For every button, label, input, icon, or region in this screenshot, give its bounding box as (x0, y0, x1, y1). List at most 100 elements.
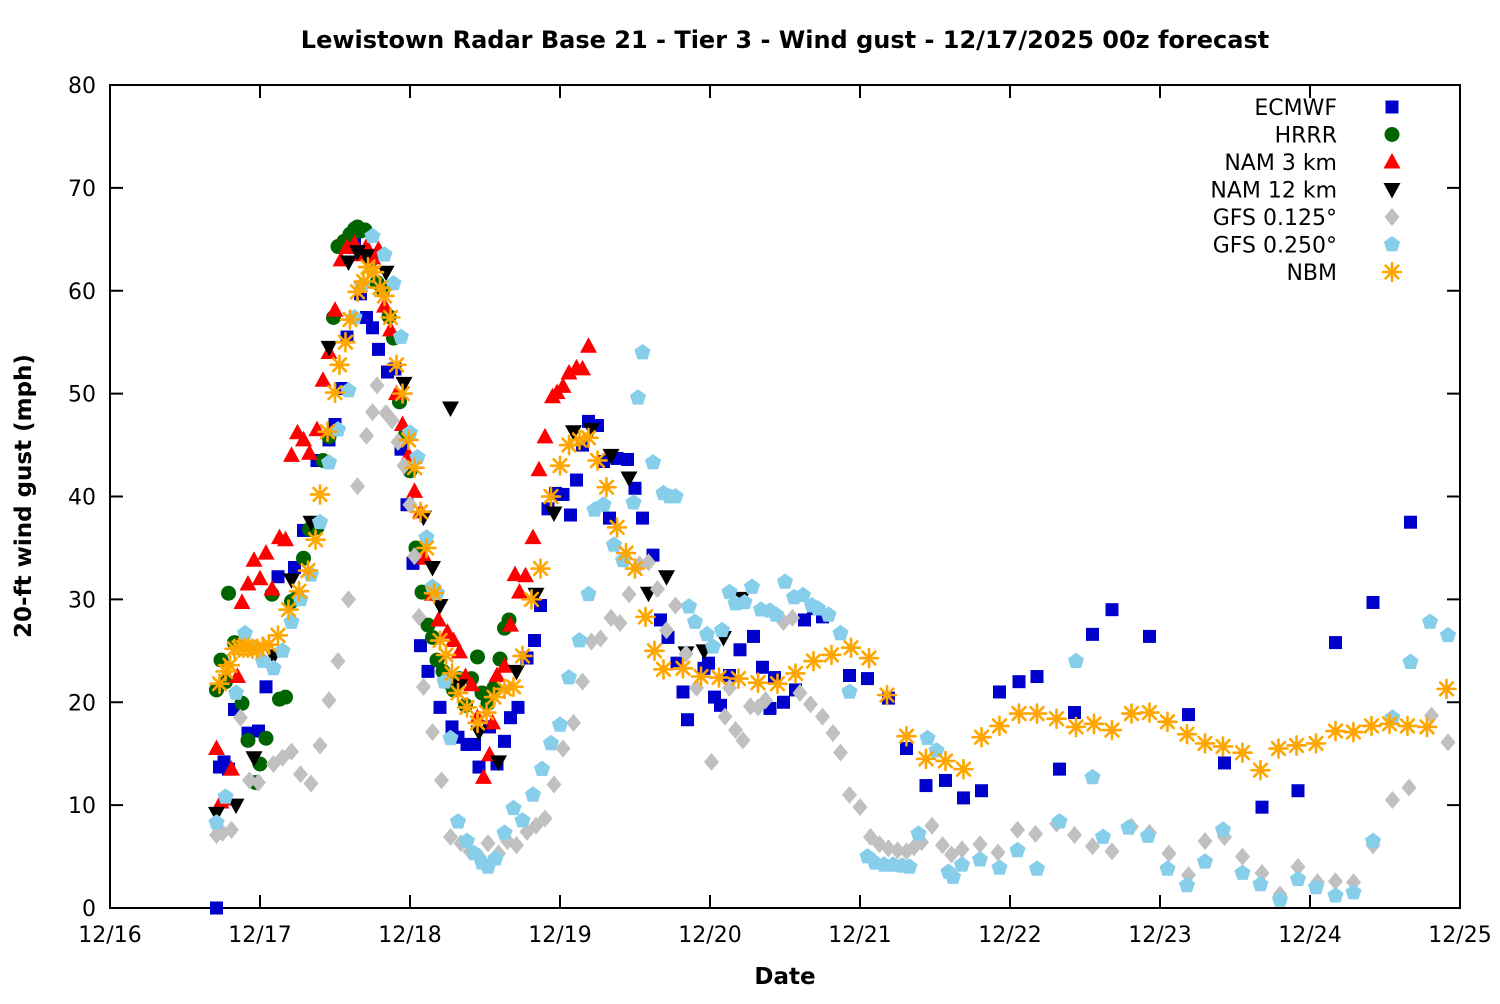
data-point (1385, 100, 1399, 114)
data-point (517, 566, 534, 583)
data-point (425, 723, 440, 742)
data-point (1232, 742, 1253, 763)
data-point (386, 354, 407, 376)
data-point (1046, 708, 1067, 730)
data-point (841, 683, 858, 699)
data-point (259, 680, 273, 694)
y-tick-label: 80 (68, 74, 96, 99)
data-point (1366, 595, 1380, 609)
data-point (821, 644, 842, 666)
data-point (223, 760, 240, 776)
data-point (1234, 864, 1251, 880)
data-point (915, 748, 937, 770)
data-point (551, 716, 569, 732)
legend-item-hrrr: HRRR (1275, 124, 1400, 149)
data-point (910, 825, 927, 841)
data-point (1083, 713, 1105, 735)
data-point (442, 401, 459, 418)
data-point (340, 255, 357, 271)
data-point (1271, 891, 1289, 907)
data-point (1268, 738, 1289, 759)
legend-label: GFS 0.125° (1213, 206, 1337, 231)
data-point (876, 684, 898, 706)
data-point (628, 481, 642, 495)
data-point (1161, 844, 1177, 863)
data-point (803, 650, 824, 672)
data-point (496, 824, 513, 840)
data-point (776, 573, 794, 589)
data-point (975, 784, 988, 798)
data-point (1397, 715, 1418, 737)
data-point (1218, 756, 1231, 770)
data-point (1121, 703, 1142, 724)
data-point (404, 457, 425, 478)
data-point (635, 606, 656, 628)
data-point (458, 832, 476, 848)
data-point (402, 495, 418, 514)
data-point (366, 321, 379, 335)
data-point (476, 702, 497, 723)
data-point (409, 448, 426, 465)
data-point (1252, 875, 1269, 892)
data-point (329, 354, 350, 376)
data-point (1197, 832, 1213, 851)
data-point (1143, 629, 1156, 643)
data-point (245, 751, 263, 767)
data-point (721, 583, 738, 600)
data-point (1291, 784, 1305, 798)
x-tick-label: 12/23 (1128, 923, 1191, 948)
data-point (1196, 853, 1214, 869)
data-point (335, 331, 356, 353)
data-point (767, 606, 785, 622)
data-point (924, 816, 940, 835)
y-axis-title: 20-ft wind gust (mph) (11, 354, 37, 638)
data-point (227, 684, 245, 700)
data-point (785, 608, 800, 627)
data-point (555, 739, 571, 758)
data-point (575, 672, 590, 691)
data-point (239, 574, 257, 591)
legend-item-gfs-0-125: GFS 0.125° (1213, 206, 1400, 231)
data-point (972, 835, 988, 854)
data-point (667, 488, 684, 504)
data-point (540, 486, 562, 507)
series-nbm (209, 256, 1457, 781)
data-point (1105, 603, 1119, 617)
legend-item-ecmwf: ECMWF (1254, 96, 1399, 121)
data-point (208, 739, 225, 756)
data-point (644, 454, 662, 470)
data-point (406, 482, 423, 498)
data-point (593, 629, 608, 648)
data-point (1104, 842, 1120, 861)
data-point (1329, 636, 1342, 650)
data-point (698, 625, 716, 642)
data-point (487, 850, 504, 866)
data-point (284, 742, 299, 761)
data-point (502, 616, 519, 632)
data-point (382, 320, 399, 337)
data-point (398, 429, 419, 451)
data-point (901, 858, 918, 874)
series-nam-12-km (208, 245, 750, 823)
data-point (1328, 872, 1343, 891)
x-tick-label: 12/21 (828, 923, 891, 948)
data-point (840, 637, 862, 659)
data-point (221, 585, 236, 601)
data-point (1084, 768, 1101, 785)
data-point (564, 508, 577, 522)
data-point (935, 836, 950, 855)
data-point (1305, 733, 1327, 754)
data-point (1440, 733, 1456, 752)
data-point (747, 629, 760, 643)
data-point (621, 585, 637, 604)
legend-item-nbm: NBM (1286, 261, 1403, 286)
data-point (1026, 703, 1048, 724)
data-point (431, 599, 449, 615)
data-point (330, 652, 346, 671)
data-point (528, 816, 544, 835)
x-tick-label: 12/17 (228, 923, 291, 948)
data-point (233, 593, 251, 609)
data-point (301, 444, 318, 460)
data-point (429, 630, 451, 651)
